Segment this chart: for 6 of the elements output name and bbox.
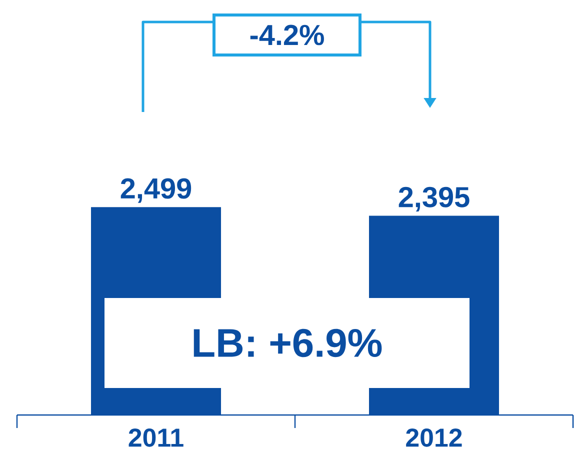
text: -4.2% <box>250 24 324 46</box>
data-label: 2,499 <box>120 178 192 203</box>
data-label: 2,395 <box>398 186 470 212</box>
x-tick-label: 2011 <box>128 428 184 447</box>
x-tick-label: 2012 <box>406 428 462 447</box>
annotation: LB: +6.9% <box>194 328 382 358</box>
